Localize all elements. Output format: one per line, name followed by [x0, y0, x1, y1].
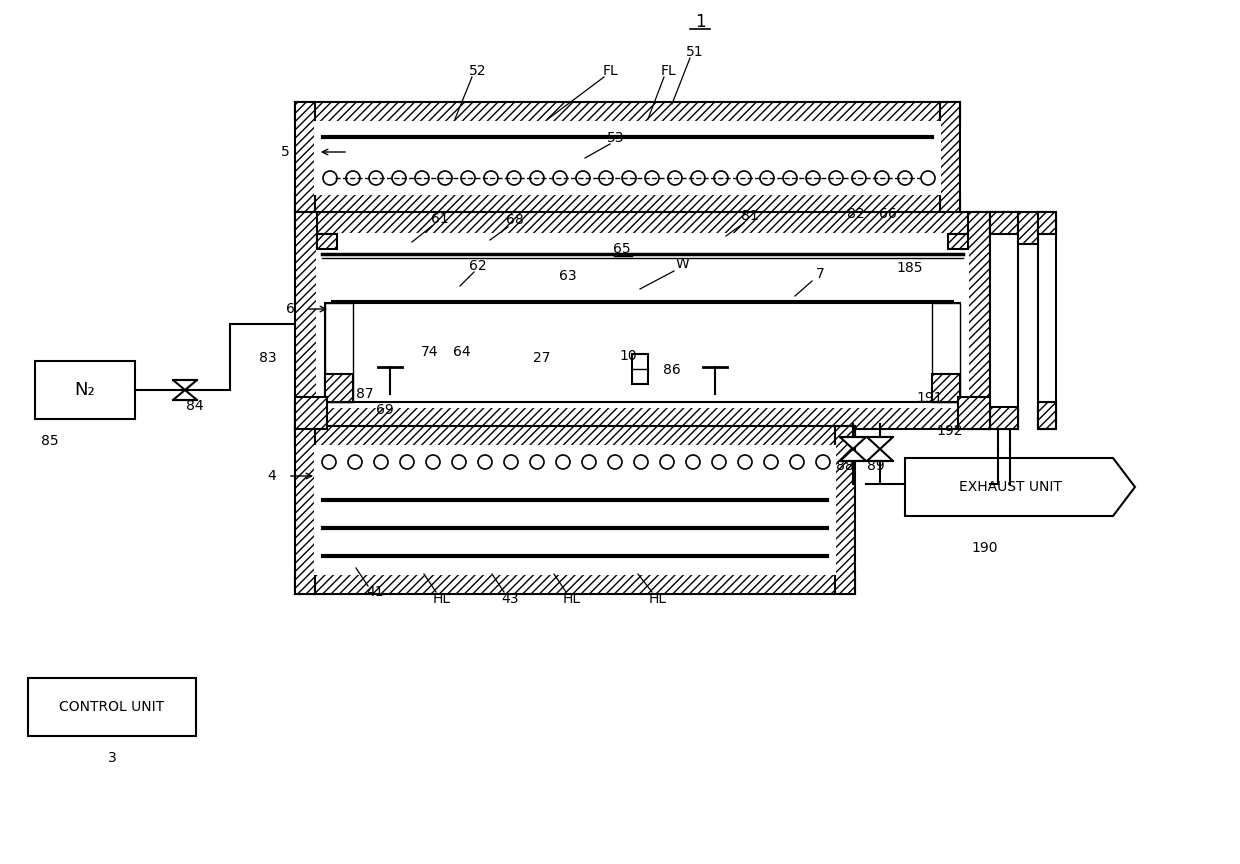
- Text: 81: 81: [742, 209, 759, 223]
- Text: FL: FL: [660, 64, 676, 78]
- Bar: [932, 303, 960, 402]
- Text: 69: 69: [376, 403, 394, 417]
- Bar: [317, 234, 337, 249]
- Polygon shape: [174, 380, 197, 390]
- Text: 7: 7: [816, 267, 825, 281]
- Bar: [295, 407, 990, 429]
- Bar: [968, 212, 990, 429]
- Bar: [295, 194, 960, 214]
- Text: 190: 190: [972, 541, 998, 555]
- Bar: [295, 426, 856, 446]
- Text: 6: 6: [285, 302, 294, 316]
- Text: HL: HL: [649, 592, 667, 606]
- Bar: [940, 102, 960, 214]
- Bar: [1018, 212, 1038, 244]
- Bar: [1038, 402, 1056, 429]
- Bar: [295, 574, 856, 594]
- Text: 74: 74: [422, 345, 439, 359]
- Bar: [325, 374, 353, 402]
- Bar: [959, 397, 990, 429]
- Text: 68: 68: [506, 213, 523, 227]
- Text: 84: 84: [186, 399, 203, 413]
- Text: 5: 5: [280, 145, 289, 159]
- Bar: [990, 212, 1018, 234]
- Polygon shape: [839, 449, 866, 461]
- Text: 61: 61: [432, 212, 449, 226]
- Text: HL: HL: [433, 592, 451, 606]
- Bar: [295, 397, 327, 429]
- Polygon shape: [839, 437, 866, 449]
- Polygon shape: [174, 390, 197, 400]
- Bar: [990, 212, 1018, 429]
- Polygon shape: [867, 437, 893, 449]
- Text: 64: 64: [453, 345, 471, 359]
- Text: 82: 82: [847, 207, 864, 221]
- Text: 87: 87: [356, 387, 373, 401]
- Polygon shape: [867, 449, 893, 461]
- Text: 66: 66: [879, 207, 897, 221]
- Bar: [1038, 212, 1056, 234]
- Bar: [295, 102, 315, 214]
- Bar: [315, 122, 940, 194]
- Text: 89: 89: [867, 459, 885, 473]
- Text: 85: 85: [41, 434, 58, 448]
- Text: 53: 53: [608, 131, 625, 145]
- Text: 185: 185: [897, 261, 924, 275]
- Text: CONTROL UNIT: CONTROL UNIT: [60, 700, 165, 714]
- Bar: [325, 303, 960, 402]
- Bar: [317, 234, 968, 407]
- Bar: [1038, 212, 1056, 429]
- Bar: [325, 303, 353, 402]
- Bar: [949, 234, 968, 249]
- Polygon shape: [905, 458, 1135, 516]
- Bar: [295, 212, 317, 429]
- Text: 41: 41: [366, 585, 384, 599]
- Text: 1: 1: [694, 13, 706, 31]
- Text: 65: 65: [614, 242, 631, 256]
- Bar: [315, 446, 835, 574]
- Text: 88: 88: [836, 459, 854, 473]
- Text: 3: 3: [108, 751, 117, 765]
- Text: 52: 52: [469, 64, 487, 78]
- Text: 62: 62: [469, 259, 487, 273]
- Text: 83: 83: [259, 351, 277, 365]
- Text: W: W: [675, 257, 689, 271]
- Text: 86: 86: [663, 363, 681, 377]
- Text: 27: 27: [533, 351, 551, 365]
- Text: HL: HL: [563, 592, 582, 606]
- Bar: [29, 678, 196, 736]
- Bar: [295, 212, 990, 234]
- Bar: [295, 102, 960, 122]
- Bar: [295, 426, 315, 594]
- Text: 63: 63: [559, 269, 577, 283]
- Text: 51: 51: [686, 45, 704, 59]
- Text: EXHAUST UNIT: EXHAUST UNIT: [959, 480, 1061, 494]
- Bar: [990, 407, 1018, 429]
- Bar: [835, 426, 856, 594]
- Text: 43: 43: [501, 592, 518, 606]
- Text: 4: 4: [268, 469, 277, 483]
- Text: 192: 192: [936, 424, 963, 438]
- Bar: [932, 374, 960, 402]
- Text: 191: 191: [916, 391, 944, 405]
- Text: FL: FL: [603, 64, 618, 78]
- Bar: [35, 361, 135, 419]
- Text: 10: 10: [619, 349, 637, 363]
- Bar: [632, 354, 649, 384]
- Text: N₂: N₂: [74, 381, 95, 399]
